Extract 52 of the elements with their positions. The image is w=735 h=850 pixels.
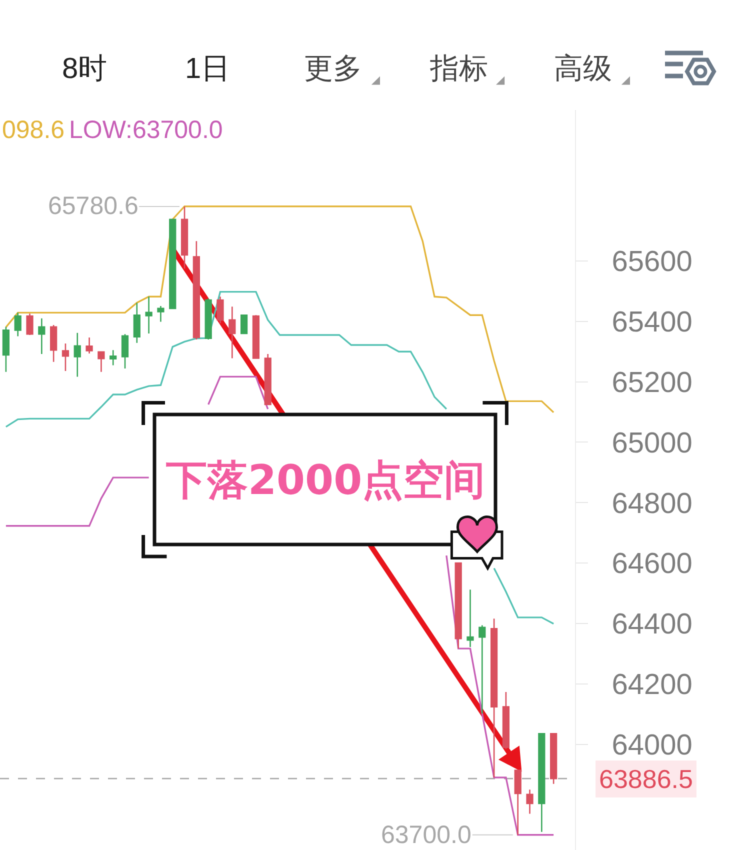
candlestick [192,240,200,340]
annotation: 63700.0 [381,821,472,849]
candlestick [514,770,522,836]
y-tick-label: 65400 [612,306,692,339]
candlestick [157,305,164,322]
candlestick [74,332,81,378]
candlestick [228,306,236,359]
y-tick-label: 64200 [612,669,692,702]
candlestick [38,318,46,355]
text: 指标 [429,53,488,85]
annotation: 65780.6 [48,192,138,220]
candlestick [478,624,486,714]
text: 更多 [304,53,362,85]
candlestick [538,733,546,833]
candlestick [2,326,10,373]
y-tick-label: 64600 [612,548,692,580]
candlestick [14,312,22,337]
candlestick [50,324,58,363]
candlestick [169,218,176,310]
candlestick [98,351,105,373]
ref-line-label: 63886.5 [599,764,693,794]
candlestick [526,788,534,814]
candlestick [240,314,248,335]
candlestick [110,349,117,366]
text: 高级 [554,53,612,85]
candlestick [502,691,510,750]
candlestick [466,588,474,648]
candlestick [454,562,462,650]
y-tick-label: 65600 [612,246,692,278]
candlestick [252,314,260,359]
candlestick [550,732,558,784]
text: 1日 [185,53,230,85]
candlestick [62,342,70,372]
text: 8时 [62,53,108,85]
y-tick-label: 64400 [612,608,692,641]
candlestick [204,298,212,340]
annotation: 下落2000点空间 [166,456,486,504]
y-tick-label: 64000 [612,729,692,762]
y-tick-label: 64800 [612,488,692,520]
candlestick [86,336,93,354]
annotation: LOW:63700.0 [69,116,223,144]
candlestick [133,302,140,344]
candlestick [26,312,34,336]
annotation: 098.6 [2,116,65,144]
candlestick [145,296,152,334]
candlestick [490,618,498,778]
candlestick [264,353,272,406]
candlestick [180,206,188,270]
y-tick-label: 65200 [612,366,692,399]
candlestick [216,296,224,324]
y-tick-label: 65000 [612,427,692,460]
candlestick [121,333,129,370]
